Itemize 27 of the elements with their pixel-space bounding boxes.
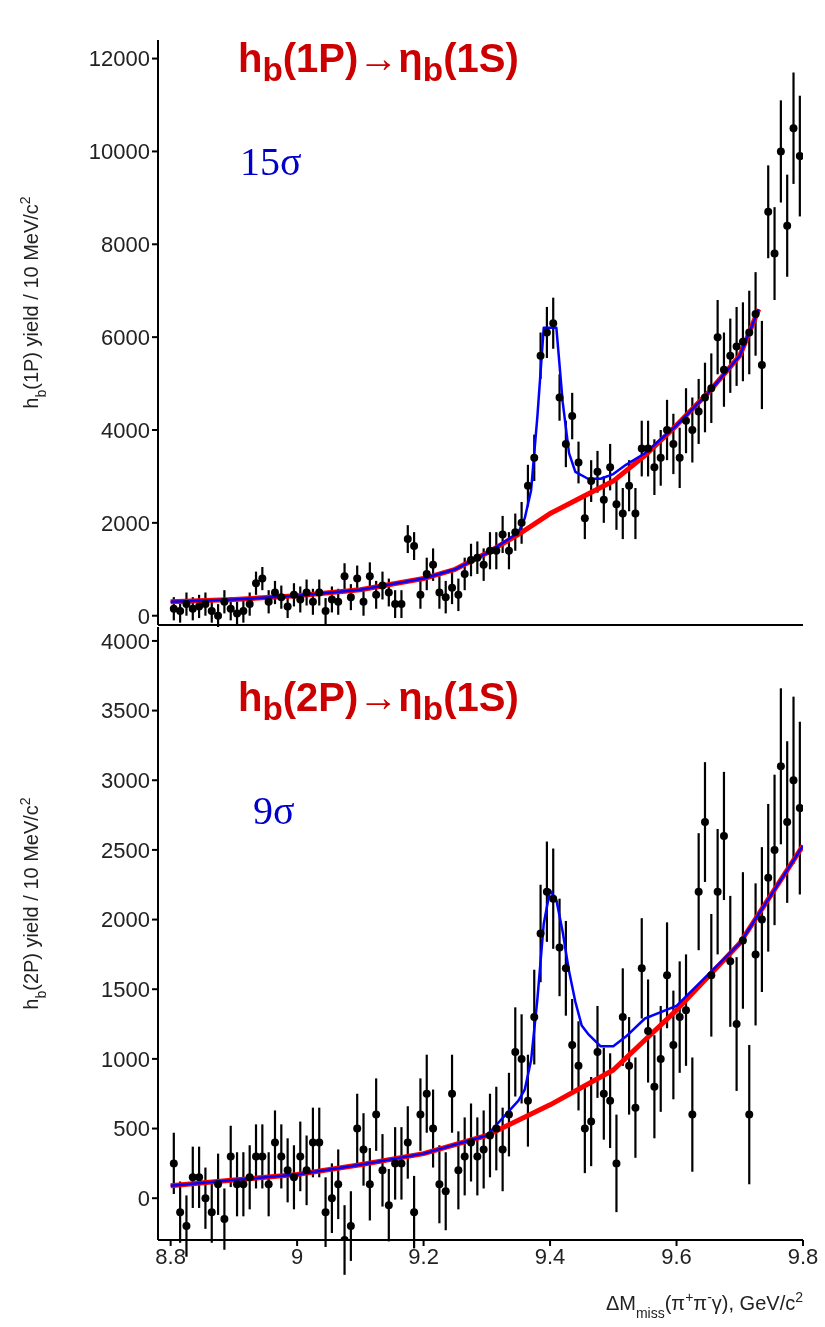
annotation: 9σ [253, 787, 295, 834]
y-tick-label: 4000 [101, 628, 150, 654]
annotation: h$_{b}$(2P)→η$_{b}$(1S) [238, 675, 519, 728]
x-tick-label: 9.4 [534, 1243, 566, 1269]
y-tick-label: 12000 [88, 46, 150, 72]
y-tick-label: 6000 [101, 324, 150, 350]
y-tick-label: 0 [137, 1186, 150, 1212]
y-tick-label: 3500 [101, 698, 150, 724]
y-tick-label: 0 [137, 603, 150, 629]
x-tick-label: 9 [290, 1243, 304, 1269]
y-tick-label: 2000 [101, 907, 150, 933]
y-tick-label: 3000 [101, 768, 150, 794]
y-tick-label: 1500 [101, 977, 150, 1003]
y-tick-label: 2000 [101, 510, 150, 536]
y-tick-label: 4000 [101, 417, 150, 443]
x-tick-label: 9.6 [661, 1243, 692, 1269]
x-tick-label: 9.2 [408, 1243, 439, 1269]
x-tick-label: 9.8 [787, 1243, 819, 1269]
y-tick-label: 500 [113, 1116, 150, 1142]
x-axis-title: ΔM$_{miss}$(π$^{+}$π$^{-}$γ), GeV/c$^{2}$ [605, 1289, 804, 1321]
annotation: 15σ [240, 138, 302, 185]
y-tick-label: 1000 [101, 1046, 150, 1072]
y-tick-label: 2500 [101, 837, 150, 863]
y-tick-label: 10000 [88, 139, 150, 165]
annotation: h$_{b}$(1P)→η$_{b}$(1S) [238, 36, 519, 89]
y-tick-label: 8000 [101, 232, 150, 258]
x-tick-label: 8.8 [155, 1243, 186, 1269]
